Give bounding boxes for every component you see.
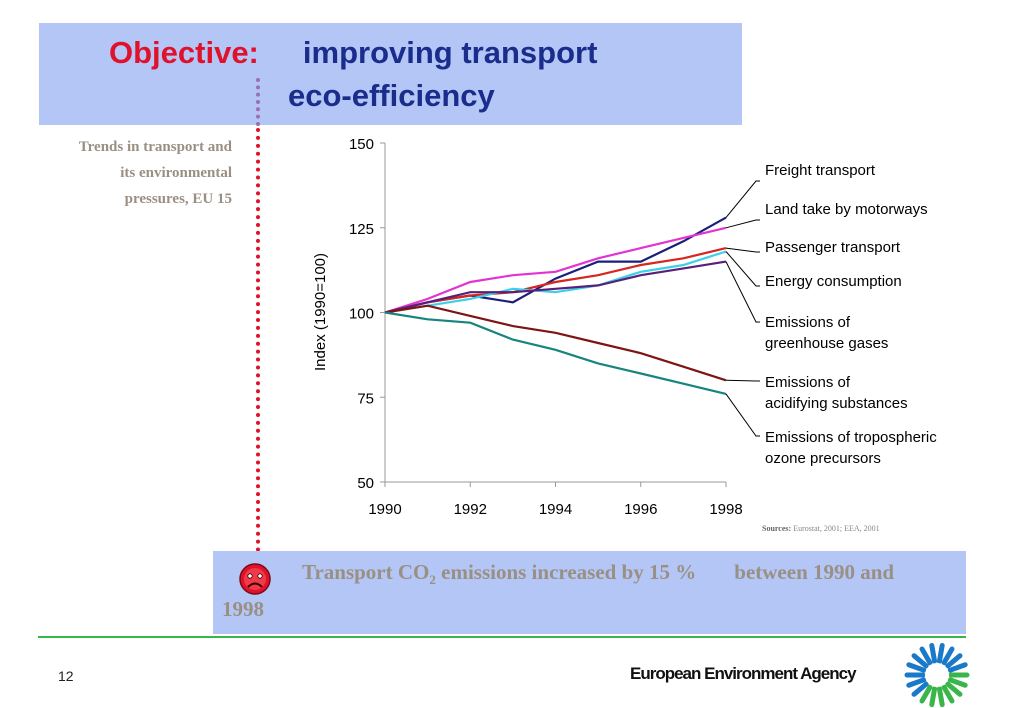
logo-ray [941, 684, 955, 704]
y-tick-label: 50 [357, 475, 374, 492]
legend-leader-line [725, 251, 760, 287]
sad-face-icon [239, 563, 271, 595]
series-line [384, 311, 727, 395]
dotted-connector-top [256, 78, 260, 126]
title-text-1: improving transport [302, 35, 598, 70]
legend-leader-line [725, 180, 760, 218]
sources-label: Sources: [762, 524, 792, 533]
conclusion-part-d: 1998 [222, 597, 264, 621]
page-number: 12 [58, 668, 74, 684]
y-tick-label: 100 [349, 306, 374, 323]
logo-ray [929, 642, 938, 664]
series-line [384, 260, 727, 314]
x-tick-label: 1992 [454, 501, 487, 518]
conclusion-part-c: between 1990 and [734, 560, 895, 584]
eea-logo-icon [904, 642, 970, 708]
logo-ray [911, 681, 929, 697]
legend-label: ozone precursors [765, 450, 881, 467]
legend-leader-line [725, 219, 760, 229]
logo-ray [906, 677, 927, 688]
logo-ray [945, 681, 963, 697]
legend-label: acidifying substances [765, 395, 908, 412]
x-tick-label: 1996 [624, 501, 657, 518]
logo-ray [929, 686, 938, 708]
x-tick-label: 1994 [539, 501, 572, 518]
conclusion-part-b: emissions increased by 15 % [435, 560, 697, 584]
objective-label: Objective: [109, 35, 259, 70]
conclusion-subscript: 2 [429, 572, 436, 588]
side-caption-line: pressures, EU 15 [124, 191, 232, 207]
legend-label: Emissions of [765, 374, 851, 391]
conclusion-text: Transport CO2 emissions increased by 15 … [302, 560, 894, 588]
legend-leader-line [725, 379, 760, 382]
x-tick-label: 1998 [709, 501, 742, 518]
series-line [384, 226, 727, 314]
legend-label: greenhouse gases [765, 335, 888, 352]
title-banner: Objective: improving transport eco-effici… [39, 23, 742, 125]
conclusion-part-a: Transport CO [302, 560, 430, 584]
sources-note: Sources: Eurostat, 2001; EEA, 2001 [762, 524, 880, 533]
y-axis-label: Index (1990=100) [312, 253, 329, 371]
legend-leader-line [725, 261, 760, 323]
logo-ray [941, 646, 955, 666]
logo-ray [911, 653, 929, 669]
title-line-1: Objective: improving transport [109, 35, 597, 71]
series-line [384, 250, 727, 314]
side-caption-line: its environmental [120, 165, 232, 181]
logo-ray [947, 662, 968, 673]
y-tick-label: 150 [349, 136, 374, 153]
agency-name: European Environment Agency [630, 664, 857, 683]
logo-ray [919, 684, 933, 704]
legend-label: Emissions of [765, 314, 851, 331]
logo-ray [919, 646, 933, 666]
logo-ray [936, 642, 945, 664]
sources-text: Eurostat, 2001; EEA, 2001 [793, 524, 880, 533]
conclusion-banner [213, 551, 966, 634]
logo-center [925, 663, 949, 687]
y-tick-label: 75 [357, 390, 374, 407]
legend-leader-line [725, 393, 760, 437]
legend-label: Land take by motorways [765, 201, 928, 218]
logo-ray [947, 677, 968, 688]
title-text-2: eco-efficiency [288, 78, 495, 113]
legend-label: Passenger transport [765, 239, 901, 256]
line-chart: Index (1990=100) 50 75 100 125 150 1990 1992 1… [312, 136, 937, 518]
side-caption: Trends in transport and its environmenta… [30, 134, 232, 212]
series-line [384, 304, 727, 382]
legend-label: Emissions of tropospheric [765, 429, 937, 446]
series-line [384, 216, 727, 314]
x-tick-label: 1990 [368, 501, 401, 518]
footer-divider [38, 636, 966, 638]
dotted-connector [256, 128, 260, 560]
logo-ray [945, 653, 963, 669]
side-caption-line: Trends in transport and [78, 139, 232, 155]
logo-ray [906, 662, 927, 673]
legend-label: Energy consumption [765, 273, 902, 290]
y-tick-label: 125 [349, 221, 374, 238]
legend-label: Freight transport [765, 162, 876, 179]
logo-ray [936, 686, 945, 708]
legend-leader-line [725, 247, 760, 253]
series-line [384, 247, 727, 314]
